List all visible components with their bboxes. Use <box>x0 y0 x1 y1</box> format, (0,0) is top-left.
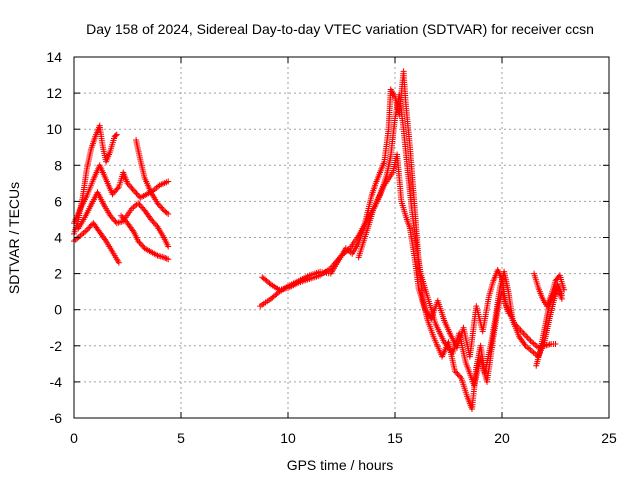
y-tick-label: 0 <box>54 302 62 318</box>
y-tick-label: 6 <box>54 193 62 209</box>
y-tick-label: -2 <box>50 338 63 354</box>
y-tick-label: -4 <box>50 374 63 390</box>
data-trace <box>257 68 565 412</box>
x-tick-label: 20 <box>494 430 510 446</box>
y-tick-label: 12 <box>46 85 62 101</box>
grid-lines <box>74 57 609 418</box>
x-tick-label: 25 <box>601 430 617 446</box>
data-trace <box>75 189 172 250</box>
data-series <box>71 68 568 412</box>
axis-ticks <box>73 56 610 419</box>
y-tick-label: -6 <box>50 410 63 426</box>
data-trace <box>133 137 172 217</box>
y-tick-label: 14 <box>46 49 62 65</box>
chart-title: Day 158 of 2024, Sidereal Day-to-day VTE… <box>86 21 594 37</box>
x-axis-label: GPS time / hours <box>287 457 394 473</box>
y-axis-label: SDTVAR / TECUs <box>6 182 22 294</box>
data-trace <box>531 270 568 310</box>
y-tick-label: 10 <box>46 121 62 137</box>
x-tick-label: 10 <box>280 430 296 446</box>
y-tick-label: 4 <box>54 230 62 246</box>
y-tick-label: 8 <box>54 157 62 173</box>
x-tick-label: 0 <box>70 430 78 446</box>
y-tick-label: 2 <box>54 266 62 282</box>
x-tick-label: 15 <box>387 430 403 446</box>
data-trace <box>355 91 512 389</box>
x-tick-label: 5 <box>177 430 185 446</box>
tick-labels: 0 5 10 15 20 25 -6 -4 -2 0 2 4 6 8 10 12 14 <box>46 49 617 446</box>
data-trace <box>118 212 172 263</box>
